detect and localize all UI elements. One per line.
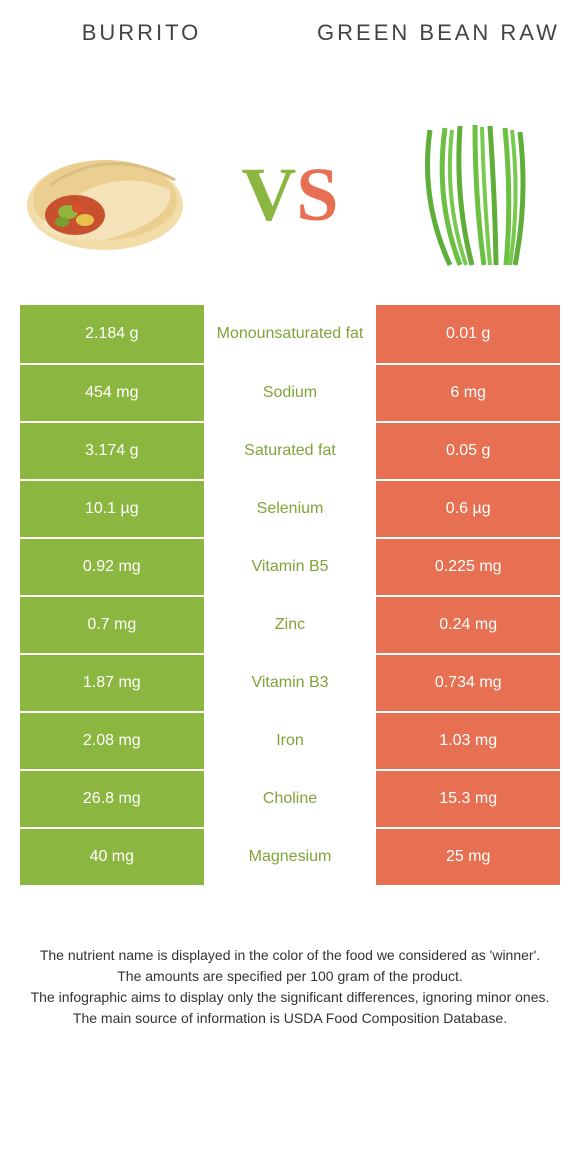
header-titles: Burrito Green bean raw <box>20 20 560 100</box>
footer-line-1: The nutrient name is displayed in the co… <box>20 945 560 966</box>
right-value: 0.6 µg <box>376 481 560 537</box>
left-value: 26.8 mg <box>20 771 204 827</box>
burrito-icon <box>20 130 190 260</box>
footer-line-4: The main source of information is USDA F… <box>20 1008 560 1029</box>
right-value: 0.05 g <box>376 423 560 479</box>
left-value: 2.08 mg <box>20 713 204 769</box>
vs-v: V <box>241 152 296 239</box>
vs-label: VS <box>241 152 338 239</box>
right-value: 0.24 mg <box>376 597 560 653</box>
right-value: 0.225 mg <box>376 539 560 595</box>
nutrient-label: Monounsaturated fat <box>204 305 377 363</box>
table-row: 26.8 mgCholine15.3 mg <box>20 769 560 827</box>
burrito-image <box>20 120 190 270</box>
nutrient-label: Iron <box>204 713 377 769</box>
nutrient-table: 2.184 gMonounsaturated fat0.01 g454 mgSo… <box>20 305 560 885</box>
nutrient-label: Magnesium <box>204 829 377 885</box>
left-value: 10.1 µg <box>20 481 204 537</box>
left-value: 1.87 mg <box>20 655 204 711</box>
left-value: 454 mg <box>20 365 204 421</box>
right-value: 25 mg <box>376 829 560 885</box>
right-value: 6 mg <box>376 365 560 421</box>
nutrient-label: Selenium <box>204 481 377 537</box>
footer-line-3: The infographic aims to display only the… <box>20 987 560 1008</box>
nutrient-label: Saturated fat <box>204 423 377 479</box>
images-row: VS <box>20 110 560 280</box>
nutrient-label: Sodium <box>204 365 377 421</box>
nutrient-label: Zinc <box>204 597 377 653</box>
left-value: 2.184 g <box>20 305 204 363</box>
footer-notes: The nutrient name is displayed in the co… <box>20 945 560 1029</box>
nutrient-label: Vitamin B3 <box>204 655 377 711</box>
right-value: 1.03 mg <box>376 713 560 769</box>
green-bean-image <box>390 120 560 270</box>
footer-line-2: The amounts are specified per 100 gram o… <box>20 966 560 987</box>
nutrient-label: Vitamin B5 <box>204 539 377 595</box>
left-value: 40 mg <box>20 829 204 885</box>
table-row: 10.1 µgSelenium0.6 µg <box>20 479 560 537</box>
table-row: 454 mgSodium6 mg <box>20 363 560 421</box>
table-row: 2.184 gMonounsaturated fat0.01 g <box>20 305 560 363</box>
left-value: 0.7 mg <box>20 597 204 653</box>
right-value: 15.3 mg <box>376 771 560 827</box>
left-value: 3.174 g <box>20 423 204 479</box>
right-value: 0.01 g <box>376 305 560 363</box>
table-row: 1.87 mgVitamin B30.734 mg <box>20 653 560 711</box>
vs-s: S <box>296 152 338 239</box>
nutrient-label: Choline <box>204 771 377 827</box>
table-row: 0.92 mgVitamin B50.225 mg <box>20 537 560 595</box>
green-bean-icon <box>400 120 550 270</box>
table-row: 3.174 gSaturated fat0.05 g <box>20 421 560 479</box>
right-value: 0.734 mg <box>376 655 560 711</box>
right-food-title: Green bean raw <box>317 20 560 46</box>
table-row: 0.7 mgZinc0.24 mg <box>20 595 560 653</box>
table-row: 2.08 mgIron1.03 mg <box>20 711 560 769</box>
table-row: 40 mgMagnesium25 mg <box>20 827 560 885</box>
left-food-title: Burrito <box>20 20 263 46</box>
left-value: 0.92 mg <box>20 539 204 595</box>
